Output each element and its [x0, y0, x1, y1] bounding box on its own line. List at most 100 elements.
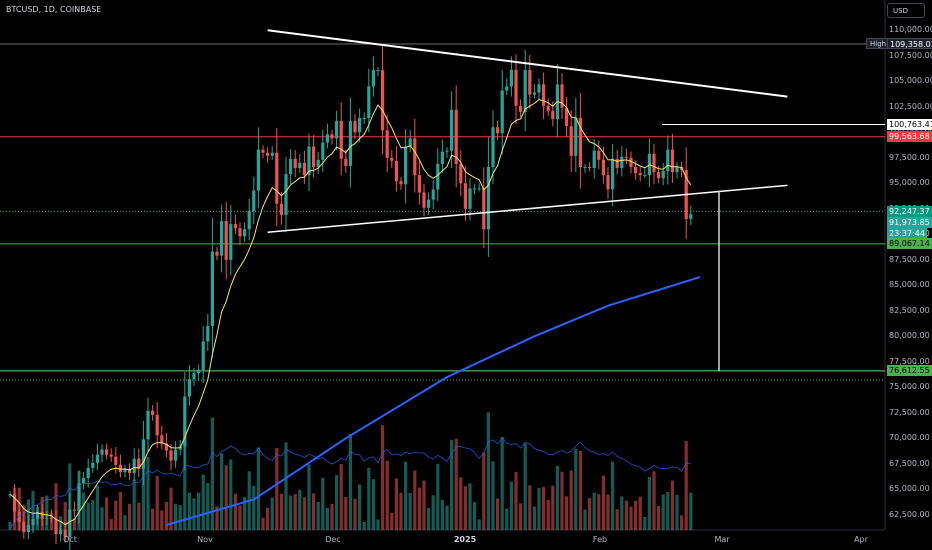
price-tick-label: 80,000.00 — [889, 331, 930, 341]
candle-body — [243, 229, 247, 237]
candle-body — [100, 449, 104, 455]
candle-body — [335, 121, 339, 139]
volume-bar — [569, 470, 573, 530]
volume-bar — [620, 496, 624, 530]
candle-body — [174, 449, 178, 461]
candle-body — [408, 138, 412, 147]
candle-body — [192, 373, 196, 380]
volume-average-line — [9, 436, 691, 529]
candle-body — [385, 130, 389, 158]
candle-body — [537, 84, 541, 93]
volume-bar — [574, 449, 578, 530]
candle-body — [413, 138, 417, 176]
volume-bar — [174, 503, 178, 530]
candle-body — [224, 221, 228, 260]
volume-bar — [546, 499, 550, 530]
candle-body — [132, 458, 136, 473]
candle-body — [312, 146, 316, 167]
candle-body — [565, 107, 569, 127]
price-tick-label: 85,000.00 — [889, 280, 930, 290]
candle-body — [390, 157, 394, 161]
candle-body — [68, 509, 72, 538]
candle-body — [95, 454, 99, 463]
candle-body — [601, 159, 605, 176]
candle-body — [275, 152, 279, 204]
level-price-label-white: 100,763.41 — [887, 119, 932, 131]
candle-body — [496, 127, 500, 134]
candle-body — [289, 158, 293, 175]
volume-bar — [560, 471, 564, 530]
last-price-label: 92,247.37 — [887, 205, 932, 217]
volume-bar — [689, 492, 693, 530]
candle-body — [307, 146, 311, 176]
candle-body — [491, 127, 495, 167]
candle-body — [689, 214, 693, 219]
volume-bar — [514, 472, 518, 530]
time-tick-label: Mar — [714, 535, 730, 544]
volume-bar — [592, 492, 596, 530]
volume-bar — [220, 453, 224, 530]
ascending-trendline — [267, 184, 788, 234]
volume-bar — [59, 516, 63, 530]
candle-body — [77, 483, 81, 511]
candle-body — [519, 105, 523, 112]
volume-bar — [680, 515, 684, 530]
candle-body — [201, 341, 205, 370]
volume-bar — [298, 489, 302, 530]
volume-bar — [243, 497, 247, 530]
volume-bar — [344, 497, 348, 530]
candle-body — [160, 435, 164, 444]
volume-bar — [606, 494, 610, 530]
candle-body — [528, 70, 532, 95]
candle-body — [560, 84, 564, 108]
volume-bar — [353, 498, 357, 530]
indicator-overlays — [9, 99, 701, 529]
candle-body — [206, 326, 210, 342]
currency-button[interactable]: USD — [887, 3, 925, 18]
volume-bar — [588, 498, 592, 530]
candle-body — [109, 454, 113, 457]
candle-body — [325, 134, 329, 143]
time-tick-label: Dec — [325, 535, 341, 544]
candle-body — [72, 509, 76, 511]
trend-drawings[interactable] — [267, 29, 788, 371]
volume-bar — [321, 477, 325, 530]
candle-body — [569, 126, 573, 156]
candle-body — [459, 163, 463, 184]
candle-body — [302, 162, 306, 176]
volume-bar — [542, 487, 546, 530]
volume-bar — [417, 487, 421, 530]
volume-bar — [63, 502, 67, 530]
price-tick-label: 70,000.00 — [889, 433, 930, 443]
volume-bar — [95, 485, 99, 530]
volume-bar — [160, 510, 164, 530]
candle-body — [123, 468, 127, 472]
volume-bar — [675, 494, 679, 530]
volume-bar — [132, 479, 136, 530]
volume-bar — [169, 487, 173, 530]
candle-body — [454, 109, 458, 164]
candle-body — [422, 192, 426, 208]
candle-body — [463, 183, 467, 209]
volume-bar — [86, 502, 90, 530]
candle-body — [353, 121, 357, 133]
candle-body — [91, 462, 95, 468]
volume-bar — [394, 478, 398, 530]
volume-bar — [261, 517, 265, 530]
candle-body — [661, 171, 665, 179]
volume-bar — [233, 493, 237, 530]
volume-bar — [509, 481, 513, 530]
volume-bar — [348, 434, 352, 530]
candle-body — [367, 86, 371, 119]
candle-body — [620, 156, 624, 168]
candle-body — [247, 210, 251, 230]
volume-bar — [408, 493, 412, 530]
volume-bar — [339, 464, 343, 530]
volume-bar — [275, 448, 279, 530]
candle-body — [321, 142, 325, 160]
candle-body — [417, 175, 421, 193]
volume-bar — [289, 495, 293, 530]
volume-bar — [643, 517, 647, 530]
